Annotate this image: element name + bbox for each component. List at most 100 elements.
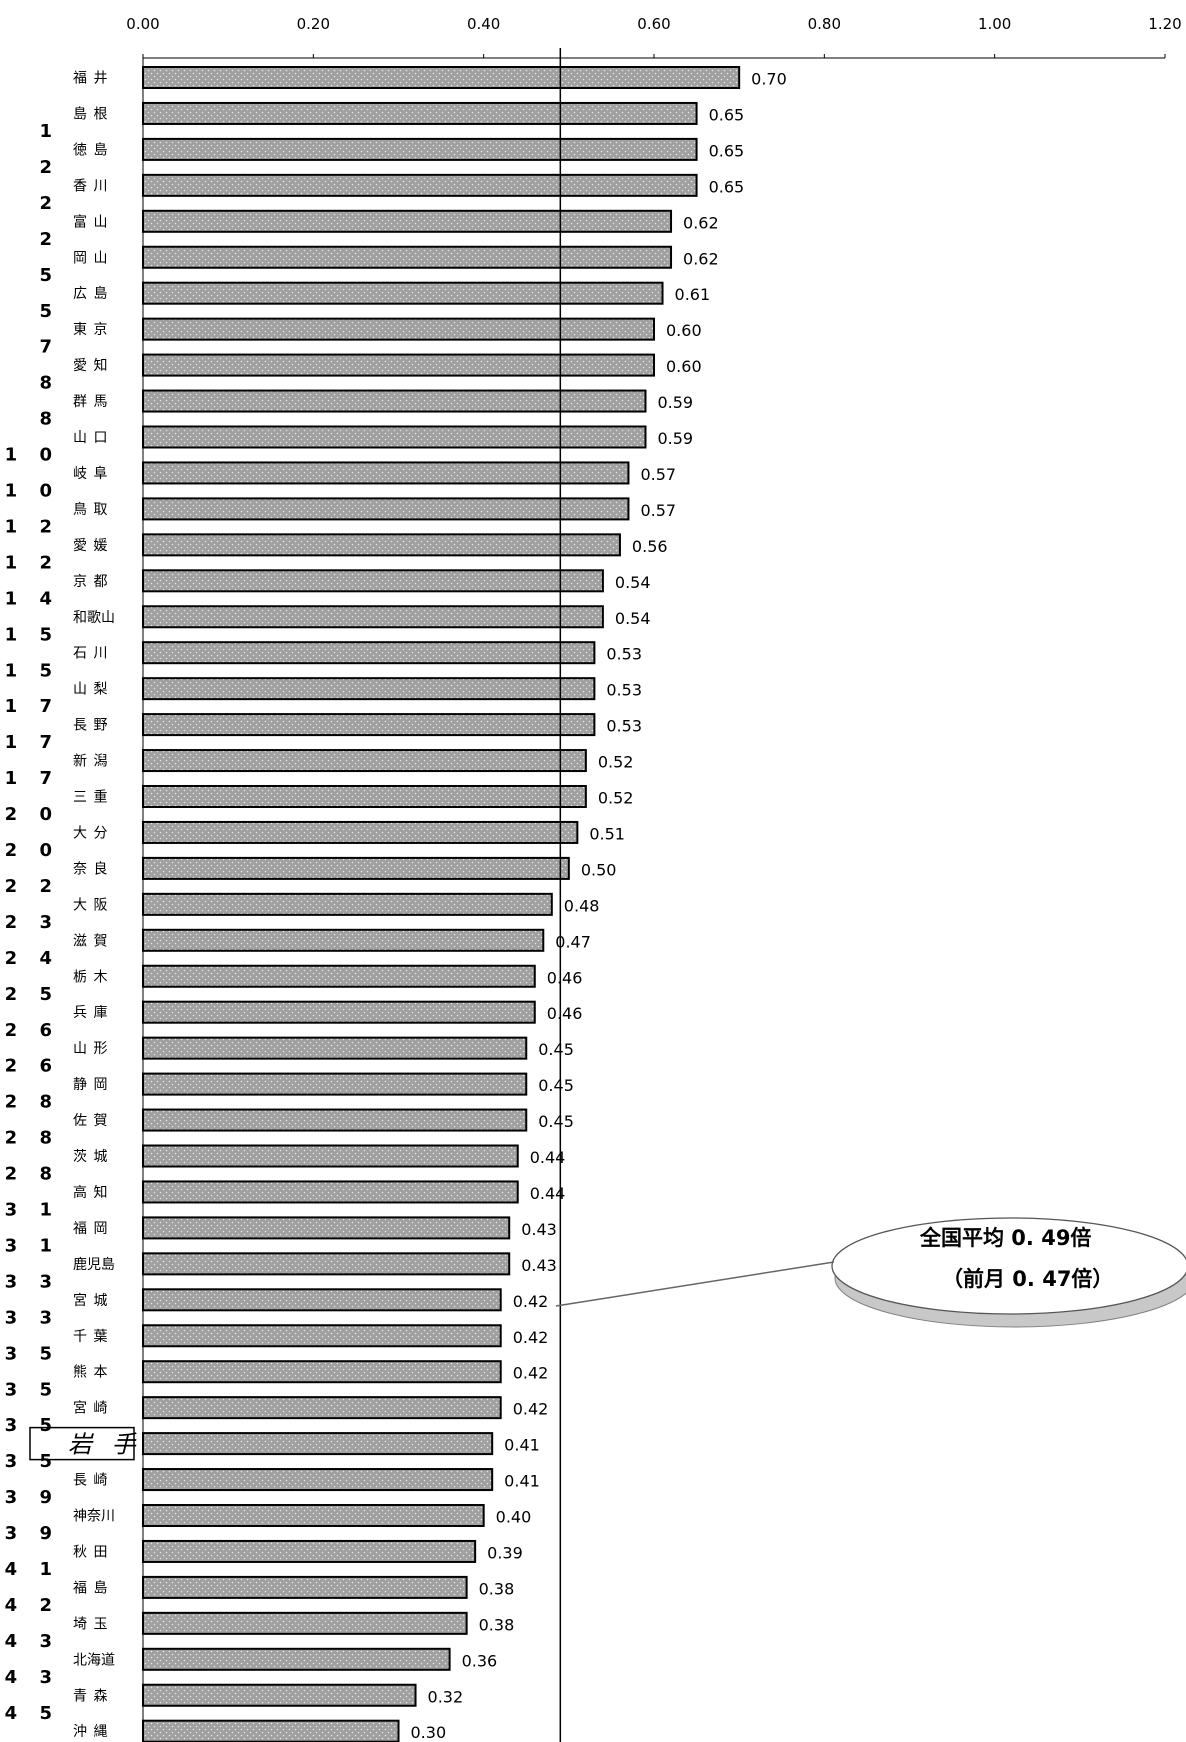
bar	[142, 713, 596, 737]
average-callout: 全国平均 0. 49倍 （前月 0. 47倍）	[555, 1217, 1186, 1328]
value-label: 0.38	[479, 1615, 515, 1634]
bar	[142, 569, 604, 593]
category-label: 島 根	[73, 106, 108, 122]
bar	[142, 1647, 451, 1671]
category-label: 岩 手	[68, 1431, 142, 1459]
category-label: 大 分	[73, 825, 108, 841]
value-label: 0.50	[581, 860, 617, 879]
bar	[142, 1683, 417, 1707]
category-label: 岐 阜	[73, 465, 108, 482]
bar	[142, 785, 587, 808]
category-label: 和歌山	[73, 610, 115, 626]
category-label: 熊 本	[73, 1365, 108, 1381]
bar	[142, 1252, 511, 1276]
bar	[142, 389, 647, 413]
category-label: 茨 城	[73, 1149, 108, 1165]
rank-label: 2 4	[5, 948, 60, 969]
category-label: 静 岡	[73, 1077, 108, 1093]
rank-label: 2 2	[5, 876, 60, 897]
bar	[142, 209, 673, 233]
rank-label: 7	[39, 337, 60, 358]
category-label: 石 川	[73, 646, 108, 662]
callout-bubble	[831, 1217, 1186, 1315]
bar	[142, 677, 596, 701]
bar	[142, 1575, 468, 1599]
category-label: 滋 賀	[73, 933, 108, 949]
rank-label: 4 1	[5, 1559, 60, 1580]
category-label: 新 潟	[73, 754, 108, 770]
value-label: 0.44	[530, 1148, 566, 1167]
bar	[142, 1468, 494, 1492]
category-label: 山 梨	[73, 682, 108, 698]
category-label: 北海道	[73, 1652, 115, 1668]
x-tick-label: 1.00	[978, 15, 1011, 33]
category-label: 群 馬	[73, 394, 108, 410]
rank-label: 1 0	[5, 481, 60, 502]
rank-label: 1 7	[5, 732, 60, 753]
bar	[142, 1539, 477, 1563]
bar	[142, 856, 570, 880]
rank-label: 3 1	[5, 1200, 60, 1221]
rank-label: 8	[39, 373, 60, 394]
rank-label: 8	[39, 409, 60, 430]
rank-label: 3 9	[5, 1487, 60, 1508]
value-label: 0.52	[598, 753, 634, 772]
category-label: 埼 玉	[73, 1616, 108, 1632]
rank-label: 1	[39, 121, 60, 142]
category-label: 高 知	[73, 1184, 108, 1201]
value-label: 0.56	[632, 537, 668, 556]
value-label: 0.36	[462, 1651, 498, 1670]
category-label: 長 崎	[73, 1473, 108, 1489]
rank-labels: 1 2 2 2 5 5 7 8 8 1 0 1 0 1 2 1 2 1 4 1 5 1 5 1 7 1 7 1 7 2…	[5, 121, 60, 1742]
rank-label: 2 8	[5, 1092, 60, 1113]
x-tick-label: 0.60	[637, 15, 670, 33]
category-label: 山 口	[73, 430, 108, 446]
value-label: 0.57	[640, 501, 676, 520]
value-label: 0.45	[538, 1112, 574, 1131]
value-label: 0.46	[547, 968, 583, 987]
value-label: 0.53	[606, 681, 642, 700]
rank-label: 2 6	[5, 1020, 60, 1041]
rank-label: 4 3	[5, 1667, 60, 1688]
value-label: 0.57	[640, 465, 676, 484]
bars-group	[142, 66, 741, 1742]
rank-label: 2	[39, 193, 60, 214]
callout-line2: （前月 0. 47倍）	[942, 1267, 1113, 1291]
value-label: 0.42	[513, 1364, 549, 1383]
rank-label: 1 7	[5, 768, 60, 789]
value-label: 0.62	[683, 249, 719, 268]
category-label: 佐 賀	[73, 1113, 108, 1129]
category-label: 兵 庫	[73, 1004, 108, 1021]
category-label: 福 井	[73, 71, 108, 87]
rank-label: 2 3	[5, 912, 60, 933]
rank-label: 2 0	[5, 804, 60, 825]
category-label: 秋 田	[73, 1544, 108, 1560]
value-label: 0.60	[666, 357, 702, 376]
rank-label: 3 5	[5, 1343, 60, 1364]
bar	[142, 1000, 536, 1024]
rank-label: 2 8	[5, 1128, 60, 1149]
rank-label: 1 7	[5, 696, 60, 717]
value-label: 0.44	[530, 1184, 566, 1203]
value-label: 0.59	[657, 393, 693, 412]
rank-label: 1 4	[5, 588, 60, 609]
value-label: 0.43	[521, 1256, 557, 1275]
value-label: 0.54	[615, 573, 651, 592]
value-label: 0.45	[538, 1076, 574, 1095]
bar	[142, 317, 655, 341]
rank-label: 4 6	[5, 1739, 60, 1742]
rank-label: 2 8	[5, 1164, 60, 1185]
highlight-box	[29, 1426, 135, 1461]
x-tick-label: 1.20	[1148, 15, 1181, 33]
bar	[142, 1072, 528, 1096]
rank-label: 3 3	[5, 1271, 60, 1292]
category-label: 香 川	[73, 178, 108, 194]
rank-label: 2	[39, 157, 60, 178]
category-label: 愛 知	[73, 357, 108, 374]
rank-label: 4 3	[5, 1631, 60, 1652]
value-label: 0.70	[751, 70, 787, 89]
rank-label: 3 9	[5, 1523, 60, 1544]
rank-label: 1 2	[5, 516, 60, 537]
category-labels: 福 井島 根徳 島香 川富 山岡 山広 島東 京愛 知群 馬山 口岐 阜鳥 取愛…	[29, 71, 142, 1740]
bar	[142, 101, 698, 125]
